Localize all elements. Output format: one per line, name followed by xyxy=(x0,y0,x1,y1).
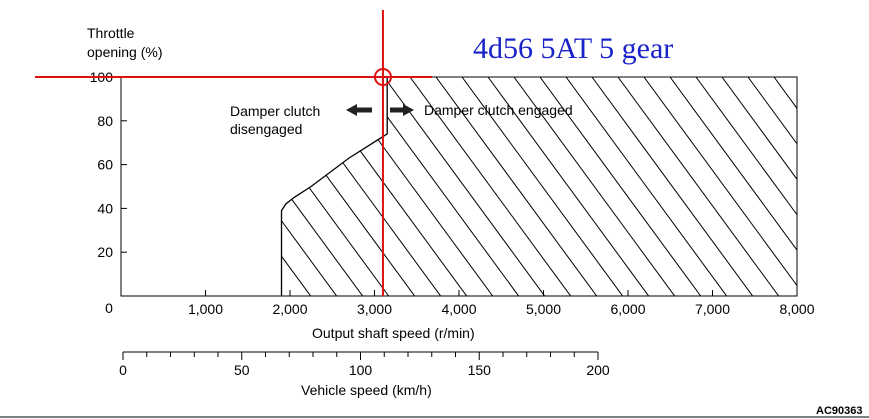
speed-tick-label: 200 xyxy=(586,362,610,378)
y-tick-label: 80 xyxy=(97,113,113,129)
hatch-line xyxy=(461,77,653,296)
hatch-line xyxy=(669,77,797,296)
hatch-line xyxy=(539,77,731,296)
arrow-right-icon xyxy=(390,104,414,116)
y-tick-label: 60 xyxy=(97,157,113,173)
chart-title: 4d56 5AT 5 gear xyxy=(473,32,673,65)
speed-tick-label: 150 xyxy=(468,362,492,378)
speed-tick-label: 0 xyxy=(119,362,127,378)
hatch-line xyxy=(409,77,601,296)
hatch-line xyxy=(695,77,797,296)
boundary-curve xyxy=(280,77,388,296)
vehicle-speed-axis: 0 50 100 150 200 xyxy=(119,351,610,378)
hatch-line xyxy=(513,77,705,296)
hatch-line xyxy=(357,77,549,296)
y-tick-label: 20 xyxy=(97,244,113,260)
hatch-line xyxy=(643,77,797,296)
disengaged-label: Damper clutch disengaged xyxy=(230,103,324,137)
x-axis-label: Output shaft speed (r/min) xyxy=(312,325,475,341)
x-tick-label: 2,000 xyxy=(272,301,307,317)
x-tick-label: 8,000 xyxy=(779,301,814,317)
y-axis-label: Throttle opening (%) xyxy=(87,25,163,60)
figure-code: AC90363 xyxy=(816,405,862,417)
x-tick-label: 1,000 xyxy=(188,301,223,317)
x-tick-label: 4,000 xyxy=(441,301,476,317)
hatch-line xyxy=(800,77,869,336)
hatch-line xyxy=(773,77,797,296)
hatch-line xyxy=(281,77,419,296)
hatch-line xyxy=(747,77,797,296)
x-tick-label: 5,000 xyxy=(526,301,561,317)
hatch-line xyxy=(565,77,757,296)
hatch-line xyxy=(826,77,869,336)
hatch-line xyxy=(852,77,869,336)
engaged-region-hatch xyxy=(281,77,869,336)
operating-point-marker xyxy=(35,10,432,296)
hatch-line xyxy=(721,77,797,296)
hatch-line xyxy=(281,77,367,296)
hatch-line xyxy=(591,77,783,296)
hatch-line xyxy=(617,77,797,296)
disengaged-label-line-1: Damper clutch xyxy=(230,103,320,119)
hatch-line xyxy=(281,77,393,296)
x-tick-label: 7,000 xyxy=(695,301,730,317)
marker-circle xyxy=(373,68,392,86)
x-tick-label: 3,000 xyxy=(357,301,392,317)
x-axis-ticks: 0 1,000 2,000 3,000 4,000 5,000 6,000 7,000 8,00… xyxy=(105,290,815,317)
speed-tick-label: 100 xyxy=(349,362,373,378)
engaged-label: Damper clutch engaged xyxy=(424,102,573,118)
hatch-line xyxy=(281,77,341,296)
vehicle-speed-label: Vehicle speed (km/h) xyxy=(301,382,432,398)
x-tick-label: 6,000 xyxy=(610,301,645,317)
hatch-line xyxy=(383,77,575,296)
y-axis-label-line-2: opening (%) xyxy=(87,44,163,60)
hatch-line xyxy=(435,77,627,296)
arrow-left-icon xyxy=(346,104,372,116)
speed-tick-label: 50 xyxy=(234,362,250,378)
y-axis-label-line-1: Throttle xyxy=(87,25,135,41)
y-tick-label: 40 xyxy=(97,200,113,216)
x-origin-label: 0 xyxy=(105,300,113,316)
hatch-line xyxy=(487,77,679,296)
disengaged-label-line-2: disengaged xyxy=(230,121,302,137)
